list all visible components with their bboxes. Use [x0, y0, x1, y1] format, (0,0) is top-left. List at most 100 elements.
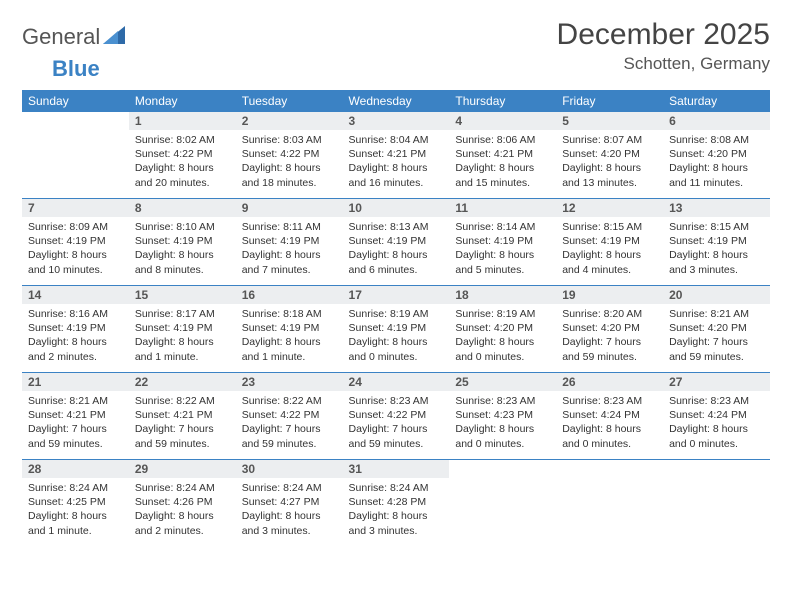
title-block: December 2025 Schotten, Germany	[557, 18, 770, 74]
logo-triangle-icon	[103, 26, 125, 44]
calendar-cell: 14Sunrise: 8:16 AMSunset: 4:19 PMDayligh…	[22, 286, 129, 373]
day-number: 17	[343, 286, 450, 304]
daylight-line: Daylight: 8 hours and 20 minutes.	[135, 161, 230, 189]
calendar-cell: 2Sunrise: 8:03 AMSunset: 4:22 PMDaylight…	[236, 112, 343, 199]
day-number: 11	[449, 199, 556, 217]
calendar-cell	[22, 112, 129, 199]
day-number: 16	[236, 286, 343, 304]
calendar-cell: 13Sunrise: 8:15 AMSunset: 4:19 PMDayligh…	[663, 199, 770, 286]
logo: General	[22, 18, 125, 50]
daylight-line: Daylight: 7 hours and 59 minutes.	[242, 422, 337, 450]
day-number: 19	[556, 286, 663, 304]
calendar-cell	[556, 460, 663, 547]
sunset-line: Sunset: 4:21 PM	[455, 147, 550, 161]
day-details: Sunrise: 8:24 AMSunset: 4:28 PMDaylight:…	[343, 478, 450, 542]
calendar-cell: 17Sunrise: 8:19 AMSunset: 4:19 PMDayligh…	[343, 286, 450, 373]
calendar-cell: 30Sunrise: 8:24 AMSunset: 4:27 PMDayligh…	[236, 460, 343, 547]
sunrise-line: Sunrise: 8:15 AM	[669, 220, 764, 234]
sunrise-line: Sunrise: 8:24 AM	[349, 481, 444, 495]
daylight-line: Daylight: 8 hours and 13 minutes.	[562, 161, 657, 189]
sunset-line: Sunset: 4:24 PM	[669, 408, 764, 422]
calendar-cell: 5Sunrise: 8:07 AMSunset: 4:20 PMDaylight…	[556, 112, 663, 199]
day-details: Sunrise: 8:14 AMSunset: 4:19 PMDaylight:…	[449, 217, 556, 281]
calendar-row: 28Sunrise: 8:24 AMSunset: 4:25 PMDayligh…	[22, 460, 770, 547]
sunrise-line: Sunrise: 8:23 AM	[562, 394, 657, 408]
logo-text-2: Blue	[52, 56, 100, 82]
calendar-cell: 11Sunrise: 8:14 AMSunset: 4:19 PMDayligh…	[449, 199, 556, 286]
sunrise-line: Sunrise: 8:19 AM	[455, 307, 550, 321]
daylight-line: Daylight: 8 hours and 11 minutes.	[669, 161, 764, 189]
daylight-line: Daylight: 8 hours and 4 minutes.	[562, 248, 657, 276]
sunset-line: Sunset: 4:20 PM	[669, 321, 764, 335]
sunrise-line: Sunrise: 8:03 AM	[242, 133, 337, 147]
calendar-cell: 20Sunrise: 8:21 AMSunset: 4:20 PMDayligh…	[663, 286, 770, 373]
daylight-line: Daylight: 8 hours and 0 minutes.	[669, 422, 764, 450]
sunrise-line: Sunrise: 8:23 AM	[669, 394, 764, 408]
sunrise-line: Sunrise: 8:11 AM	[242, 220, 337, 234]
daylight-line: Daylight: 8 hours and 3 minutes.	[349, 509, 444, 537]
day-details: Sunrise: 8:02 AMSunset: 4:22 PMDaylight:…	[129, 130, 236, 194]
daylight-line: Daylight: 8 hours and 15 minutes.	[455, 161, 550, 189]
sunrise-line: Sunrise: 8:19 AM	[349, 307, 444, 321]
daylight-line: Daylight: 7 hours and 59 minutes.	[669, 335, 764, 363]
day-number: 8	[129, 199, 236, 217]
day-details: Sunrise: 8:24 AMSunset: 4:25 PMDaylight:…	[22, 478, 129, 542]
sunset-line: Sunset: 4:22 PM	[242, 408, 337, 422]
day-number: 9	[236, 199, 343, 217]
sunrise-line: Sunrise: 8:23 AM	[349, 394, 444, 408]
sunset-line: Sunset: 4:22 PM	[349, 408, 444, 422]
sunrise-line: Sunrise: 8:07 AM	[562, 133, 657, 147]
calendar-cell: 9Sunrise: 8:11 AMSunset: 4:19 PMDaylight…	[236, 199, 343, 286]
calendar-cell: 25Sunrise: 8:23 AMSunset: 4:23 PMDayligh…	[449, 373, 556, 460]
day-details: Sunrise: 8:24 AMSunset: 4:26 PMDaylight:…	[129, 478, 236, 542]
month-title: December 2025	[557, 18, 770, 52]
weekday-header-row: SundayMondayTuesdayWednesdayThursdayFrid…	[22, 90, 770, 112]
day-details: Sunrise: 8:16 AMSunset: 4:19 PMDaylight:…	[22, 304, 129, 368]
sunset-line: Sunset: 4:19 PM	[135, 234, 230, 248]
day-number: 24	[343, 373, 450, 391]
calendar-cell: 23Sunrise: 8:22 AMSunset: 4:22 PMDayligh…	[236, 373, 343, 460]
calendar-cell: 31Sunrise: 8:24 AMSunset: 4:28 PMDayligh…	[343, 460, 450, 547]
calendar-cell	[449, 460, 556, 547]
sunrise-line: Sunrise: 8:18 AM	[242, 307, 337, 321]
weekday-header: Thursday	[449, 90, 556, 112]
day-number: 15	[129, 286, 236, 304]
daylight-line: Daylight: 8 hours and 2 minutes.	[135, 509, 230, 537]
day-number: 12	[556, 199, 663, 217]
sunrise-line: Sunrise: 8:17 AM	[135, 307, 230, 321]
daylight-line: Daylight: 8 hours and 5 minutes.	[455, 248, 550, 276]
calendar-row: 7Sunrise: 8:09 AMSunset: 4:19 PMDaylight…	[22, 199, 770, 286]
day-details: Sunrise: 8:07 AMSunset: 4:20 PMDaylight:…	[556, 130, 663, 194]
sunrise-line: Sunrise: 8:13 AM	[349, 220, 444, 234]
calendar-cell: 26Sunrise: 8:23 AMSunset: 4:24 PMDayligh…	[556, 373, 663, 460]
day-number: 31	[343, 460, 450, 478]
calendar-cell: 10Sunrise: 8:13 AMSunset: 4:19 PMDayligh…	[343, 199, 450, 286]
day-details: Sunrise: 8:15 AMSunset: 4:19 PMDaylight:…	[556, 217, 663, 281]
weekday-header: Sunday	[22, 90, 129, 112]
daylight-line: Daylight: 8 hours and 3 minutes.	[242, 509, 337, 537]
sunrise-line: Sunrise: 8:14 AM	[455, 220, 550, 234]
day-number: 27	[663, 373, 770, 391]
calendar-cell: 1Sunrise: 8:02 AMSunset: 4:22 PMDaylight…	[129, 112, 236, 199]
sunset-line: Sunset: 4:21 PM	[349, 147, 444, 161]
calendar-cell: 29Sunrise: 8:24 AMSunset: 4:26 PMDayligh…	[129, 460, 236, 547]
daylight-line: Daylight: 8 hours and 1 minute.	[135, 335, 230, 363]
day-details: Sunrise: 8:15 AMSunset: 4:19 PMDaylight:…	[663, 217, 770, 281]
sunrise-line: Sunrise: 8:10 AM	[135, 220, 230, 234]
sunset-line: Sunset: 4:19 PM	[669, 234, 764, 248]
day-number: 7	[22, 199, 129, 217]
calendar-cell: 15Sunrise: 8:17 AMSunset: 4:19 PMDayligh…	[129, 286, 236, 373]
sunset-line: Sunset: 4:19 PM	[349, 234, 444, 248]
sunset-line: Sunset: 4:22 PM	[135, 147, 230, 161]
daylight-line: Daylight: 7 hours and 59 minutes.	[349, 422, 444, 450]
daylight-line: Daylight: 7 hours and 59 minutes.	[28, 422, 123, 450]
sunrise-line: Sunrise: 8:06 AM	[455, 133, 550, 147]
calendar-cell: 16Sunrise: 8:18 AMSunset: 4:19 PMDayligh…	[236, 286, 343, 373]
calendar-row: 1Sunrise: 8:02 AMSunset: 4:22 PMDaylight…	[22, 112, 770, 199]
location: Schotten, Germany	[557, 54, 770, 74]
sunrise-line: Sunrise: 8:22 AM	[135, 394, 230, 408]
daylight-line: Daylight: 8 hours and 1 minute.	[28, 509, 123, 537]
sunset-line: Sunset: 4:20 PM	[669, 147, 764, 161]
day-number: 4	[449, 112, 556, 130]
sunset-line: Sunset: 4:20 PM	[562, 321, 657, 335]
